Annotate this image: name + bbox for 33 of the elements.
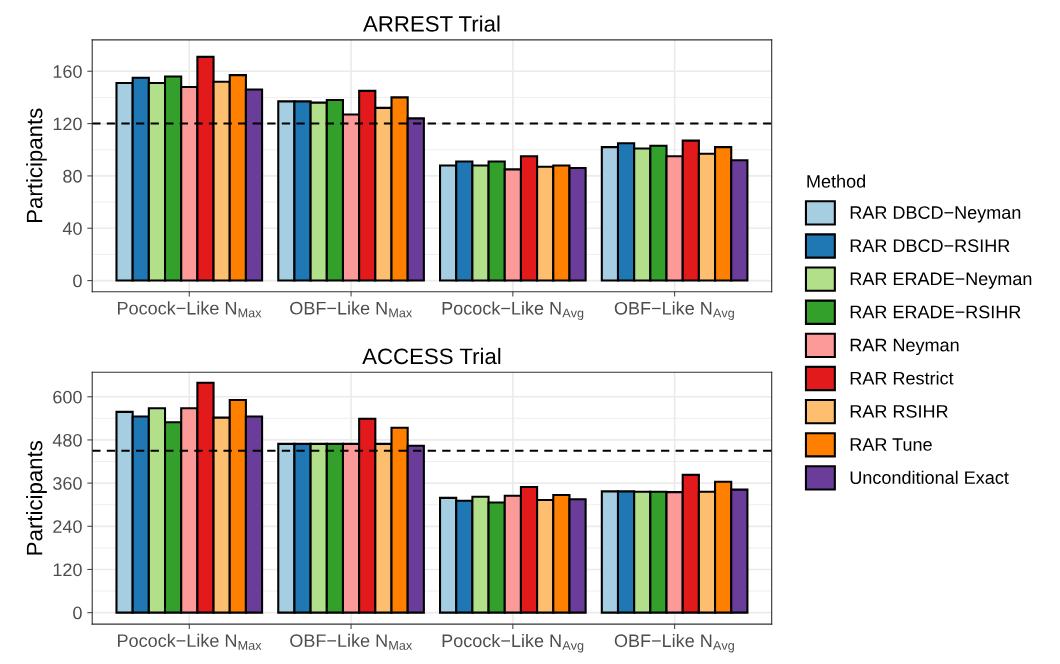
- y-tick-label: 40: [62, 222, 82, 235]
- y-tick-label: 0: [73, 606, 82, 620]
- chart-title: ARREST Trial: [363, 15, 500, 32]
- legend-label: RAR ERADE−Neyman: [850, 272, 1032, 289]
- x-tick-label: OBF−Like N$_{Avg}$: [614, 301, 734, 320]
- x-tick-label: OBF−Like N$_{Max}$: [290, 633, 413, 650]
- x-tick-label: Pocock−Like N$_{Max}$: [118, 633, 262, 650]
- legend-label: RAR RSIHR: [850, 404, 948, 418]
- y-axis-title: Participants: [26, 440, 47, 555]
- legend-label: RAR Restrict: [850, 371, 954, 385]
- y-tick-label: 600: [53, 390, 82, 404]
- y-tick-label: 360: [53, 477, 82, 490]
- y-tick-label: 120: [53, 563, 82, 577]
- chart-title: ACCESS Trial: [362, 347, 501, 365]
- legend-label: RAR ERADE−RSIHR: [850, 305, 1021, 319]
- x-tick-label: Pocock−Like N$_{Max}$: [118, 301, 262, 318]
- y-tick-label: 480: [52, 433, 82, 447]
- legend-title: Method: [807, 174, 866, 188]
- legend-label: RAR Tune: [850, 438, 932, 451]
- x-tick-label: OBF−Like N$_{Avg}$: [614, 633, 734, 653]
- x-tick-label: OBF−Like N$_{Max}$: [290, 301, 413, 318]
- y-tick-label: 0: [73, 274, 82, 288]
- x-tick-label: Pocock−Like N$_{Avg}$: [442, 301, 584, 320]
- y-tick-label: 120: [53, 117, 82, 131]
- legend-label: RAR DBCD−Neyman: [850, 206, 1021, 223]
- y-tick-label: 160: [53, 65, 82, 78]
- y-axis-title: Participants: [26, 108, 47, 222]
- x-tick-label: Pocock−Like N$_{Avg}$: [442, 633, 584, 653]
- y-tick-label: 240: [53, 520, 82, 534]
- legend-label: RAR DBCD−RSIHR: [850, 239, 1010, 253]
- legend-label: Unconditional Exact: [850, 470, 1009, 484]
- legend-label: RAR Neyman: [850, 338, 959, 356]
- y-tick-label: 80: [63, 169, 82, 183]
